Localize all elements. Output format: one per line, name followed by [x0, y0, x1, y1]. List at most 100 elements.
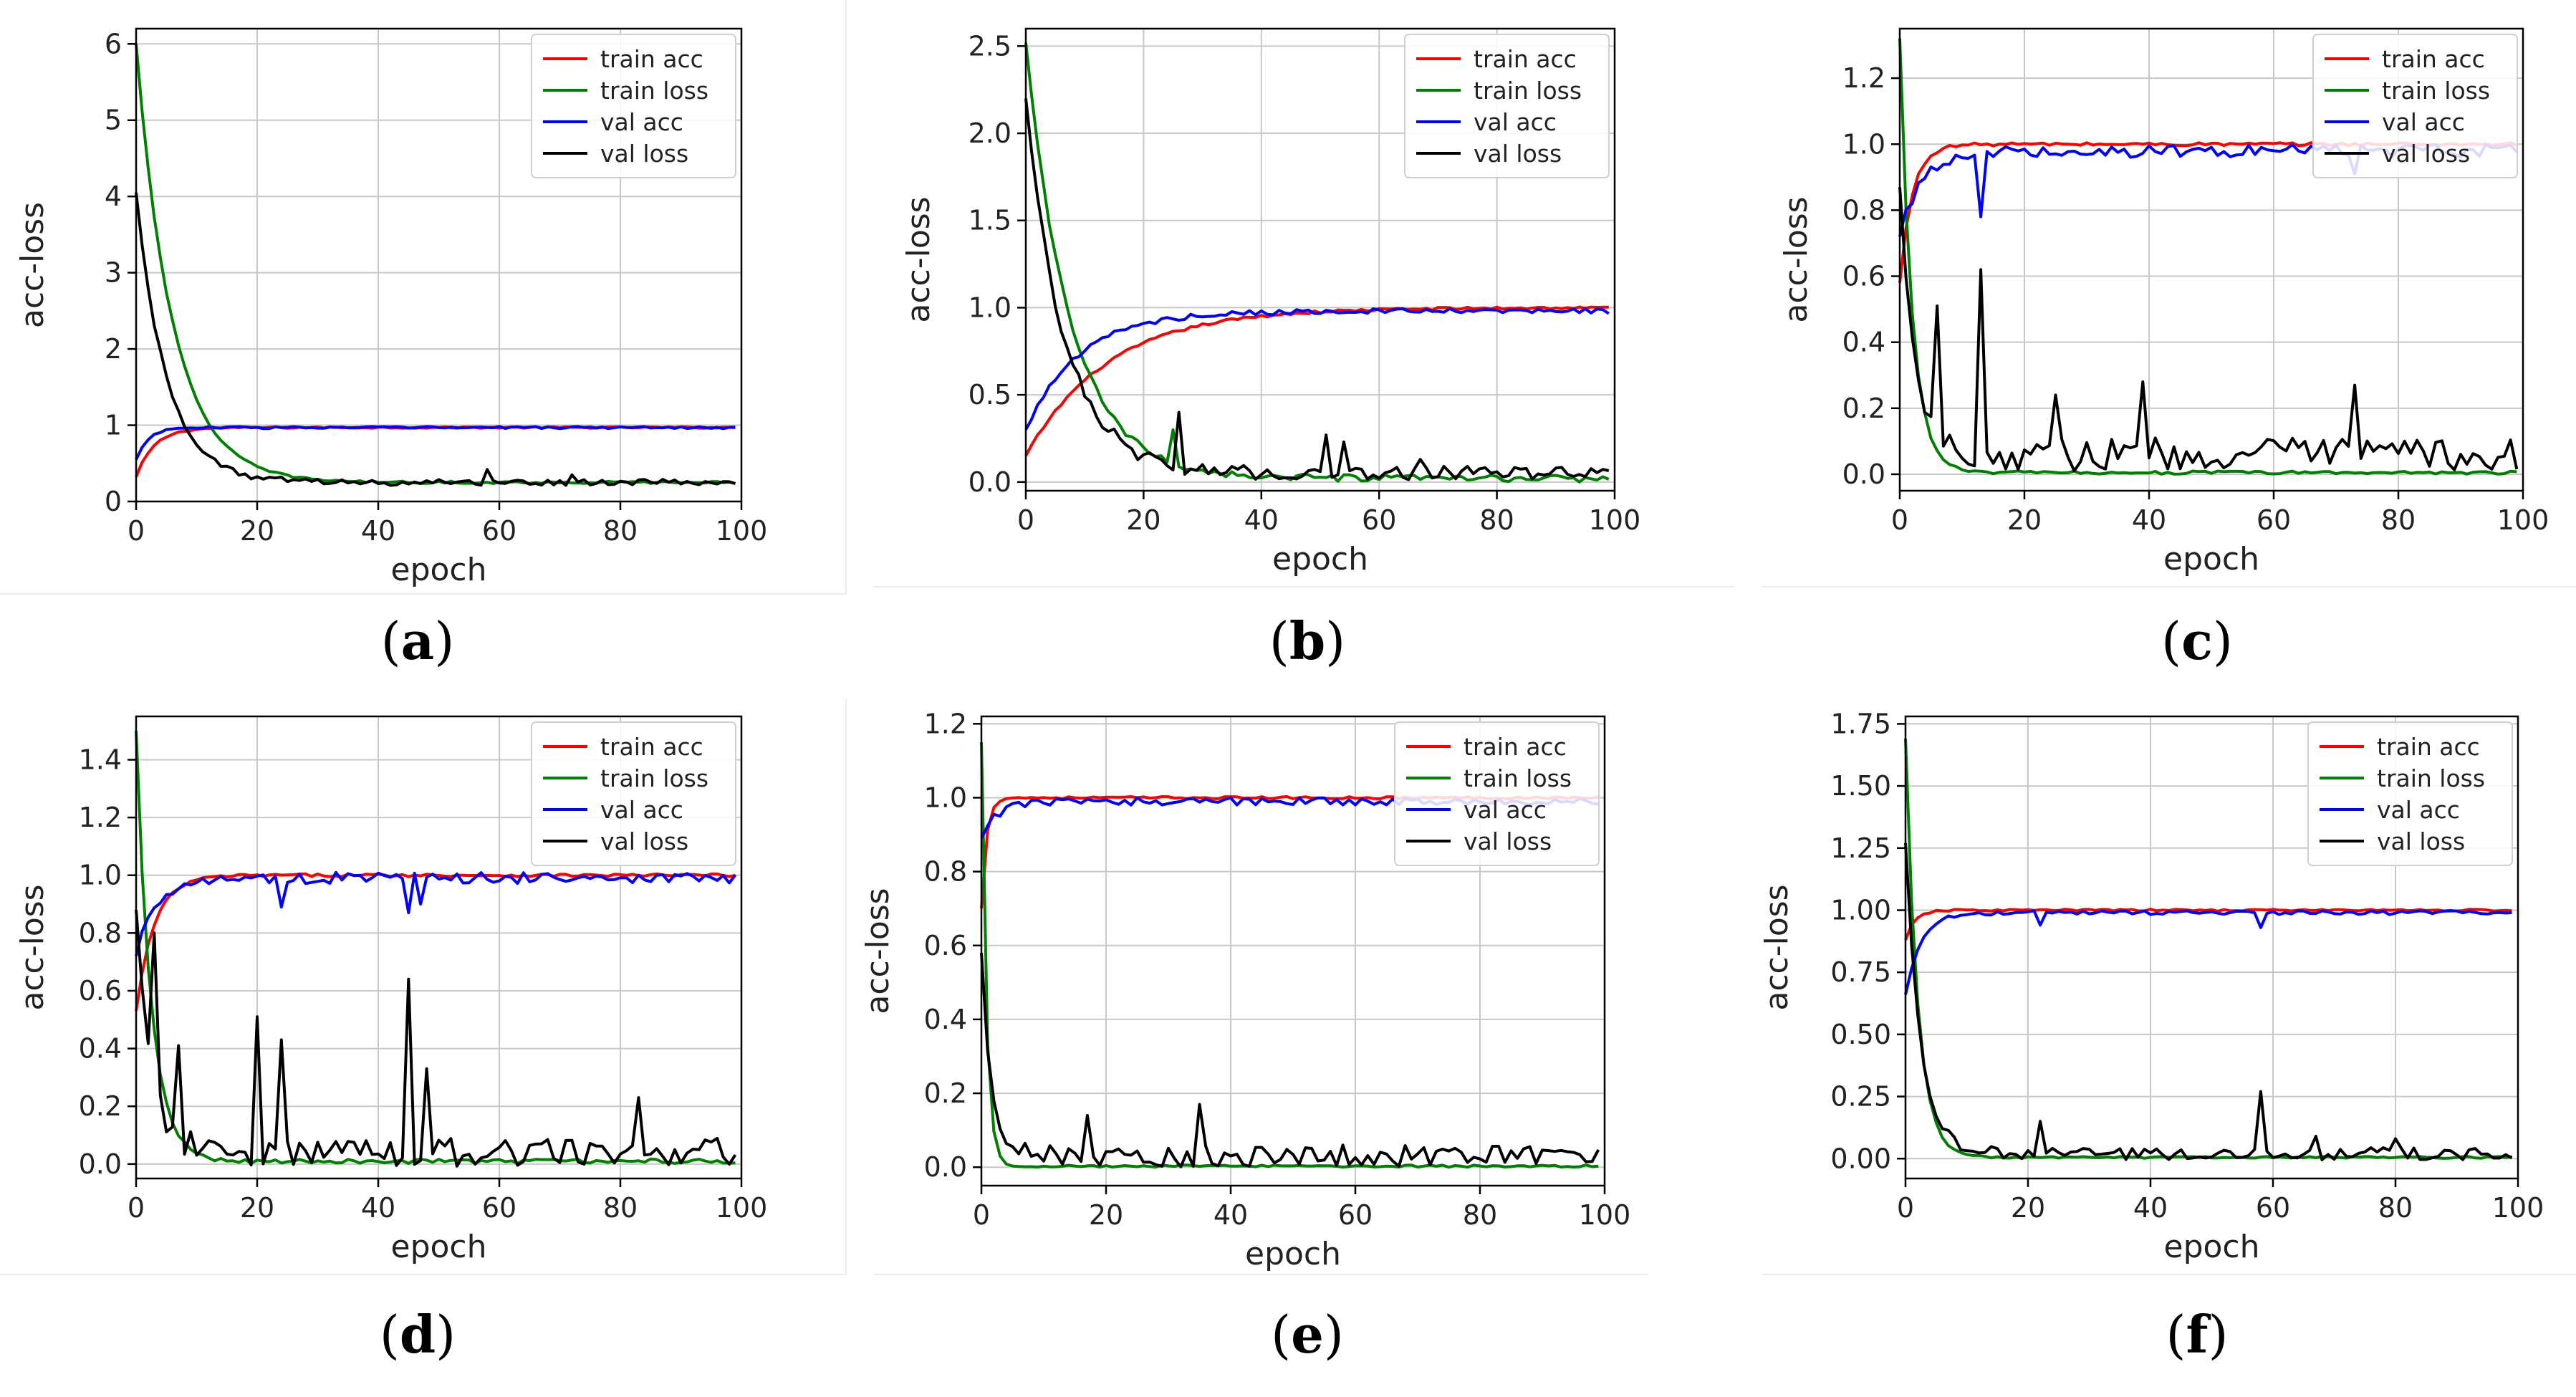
y-tick-label: 0.2: [79, 1090, 122, 1122]
y-axis-label: acc-loss: [900, 196, 937, 322]
y-tick-label: 2.0: [969, 117, 1011, 149]
series-line-train-loss: [135, 731, 736, 1165]
x-tick-label: 80: [2378, 1192, 2413, 1224]
y-tick-label: 0.00: [1830, 1143, 1891, 1174]
y-axis-label: acc-loss: [14, 202, 51, 328]
y-tick-label: 0.0: [79, 1148, 122, 1180]
series-line-train-acc: [135, 425, 736, 478]
y-tick-label: 2: [105, 333, 122, 365]
x-tick-label: 0: [128, 1192, 145, 1224]
divider: [845, 698, 847, 1275]
y-tick-label: 0.8: [1842, 194, 1885, 226]
y-axis-label: acc-loss: [14, 884, 51, 1010]
y-tick-label: 0.50: [1830, 1019, 1891, 1050]
series-line-val-loss: [980, 952, 1600, 1168]
legend-label: train loss: [600, 764, 708, 792]
x-tick-label: 100: [1589, 504, 1641, 536]
divider: [874, 586, 1734, 587]
y-axis-label: acc-loss: [1778, 196, 1815, 322]
x-tick-label: 0: [1897, 1192, 1914, 1224]
legend-label: train acc: [1464, 733, 1567, 761]
caption-a: (a): [380, 610, 455, 671]
y-axis-label: acc-loss: [860, 888, 896, 1014]
y-tick-label: 1.2: [1842, 62, 1885, 94]
legend-label: val loss: [2382, 140, 2470, 168]
y-tick-label: 0.8: [79, 917, 122, 949]
x-tick-label: 100: [2492, 1192, 2544, 1224]
y-tick-label: 2.5: [969, 30, 1011, 62]
legend-label: val acc: [1464, 796, 1547, 824]
divider: [1762, 1274, 2576, 1275]
legend-label: train acc: [2382, 45, 2485, 73]
y-tick-label: 1.4: [79, 744, 122, 775]
y-tick-label: 0.6: [1842, 261, 1885, 292]
plot-frame: [135, 27, 743, 503]
legend-label: train loss: [1464, 764, 1572, 792]
chart-panel-d: 0 20 40 60 80 100 0.0 0.2 0.4 0.6 0.8 1.0 1.2 1.4 epoc…: [0, 688, 852, 1275]
x-tick-label: 40: [2133, 1192, 2168, 1224]
x-tick-label: 80: [603, 1192, 638, 1224]
series-line-val-acc: [1904, 909, 2512, 995]
legend-box: [2307, 721, 2513, 866]
legend-label: val loss: [600, 140, 688, 168]
legend-label: train loss: [2377, 764, 2485, 792]
legend-label: val loss: [1474, 140, 1562, 168]
series-line-val-loss: [1904, 842, 2513, 1161]
x-tick-label: 100: [1579, 1199, 1631, 1231]
series-line-val-loss: [135, 192, 736, 487]
legend-label: val acc: [2382, 108, 2465, 136]
chart-panel-a: 0 20 40 60 80 100 0 1 2 3 4 5 6 epoch acc-loss train ac…: [0, 0, 852, 595]
plot-frame: [980, 715, 1606, 1187]
y-tick-label: 0.75: [1830, 956, 1891, 988]
y-tick-label: 0.2: [924, 1077, 967, 1109]
y-tick-label: 0.4: [79, 1033, 122, 1065]
divider: [1762, 586, 2576, 587]
x-tick-label: 0: [1017, 504, 1034, 536]
chart-panel-c: 0 20 40 60 80 100 0.0 0.2 0.4 0.6 0.8 1.0 1.2 epoch ac…: [1755, 0, 2576, 595]
plot-frame: [1898, 27, 2524, 492]
legend-label: val loss: [1464, 827, 1552, 855]
y-tick-label: 0.6: [79, 975, 122, 1007]
divider: [0, 593, 845, 595]
legend-label: train acc: [600, 45, 703, 73]
y-tick-label: 0.4: [1842, 327, 1885, 358]
legend-box: [2312, 34, 2518, 178]
legend-label: val loss: [600, 827, 688, 855]
series-line-val-acc: [135, 870, 737, 957]
x-tick-label: 80: [1479, 504, 1514, 536]
y-tick-label: 5: [105, 105, 122, 136]
y-tick-label: 1.50: [1830, 770, 1891, 802]
chart-d-svg: 0 20 40 60 80 100 0.0 0.2 0.4 0.6 0.8 1.0 1.2 1.4 epoc…: [14, 715, 767, 1265]
series-line-train-loss: [980, 742, 1599, 1169]
series-line-val-loss: [1024, 98, 1610, 481]
series-line-train-loss: [1024, 42, 1610, 484]
x-tick-label: 60: [2256, 1192, 2290, 1224]
x-tick-label: 0: [1891, 504, 1908, 536]
caption-c: (c): [2161, 610, 2234, 671]
x-tick-label: 60: [2257, 504, 2291, 536]
x-axis-label: epoch: [391, 1229, 487, 1265]
chart-b-svg: 0 20 40 60 80 100 0.0 0.5 1.0 1.5 2.0 2.5 epoch acc-l…: [900, 27, 1641, 577]
x-axis-label: epoch: [1272, 541, 1368, 577]
x-tick-label: 0: [973, 1199, 990, 1231]
x-tick-label: 80: [603, 515, 638, 547]
y-tick-label: 0.4: [924, 1004, 967, 1035]
y-tick-label: 0.25: [1830, 1081, 1891, 1113]
x-tick-label: 20: [1126, 504, 1160, 536]
y-tick-label: 6: [105, 28, 122, 59]
legend-label: train acc: [2377, 733, 2480, 761]
y-tick-label: 0.5: [969, 379, 1011, 411]
x-tick-label: 80: [1463, 1199, 1497, 1231]
series-line-train-acc: [1024, 305, 1609, 457]
caption-b: (b): [1269, 610, 1346, 671]
legend-label: train loss: [600, 77, 708, 105]
y-tick-label: 0.6: [924, 930, 967, 961]
series-line-val-loss: [135, 909, 737, 1168]
x-tick-label: 40: [1213, 1199, 1248, 1231]
x-tick-label: 20: [2007, 504, 2042, 536]
y-tick-label: 0: [105, 486, 122, 517]
x-tick-label: 40: [361, 515, 395, 547]
y-tick-label: 1.2: [79, 802, 122, 833]
x-tick-label: 60: [1362, 504, 1396, 536]
legend-label: val acc: [600, 796, 683, 824]
